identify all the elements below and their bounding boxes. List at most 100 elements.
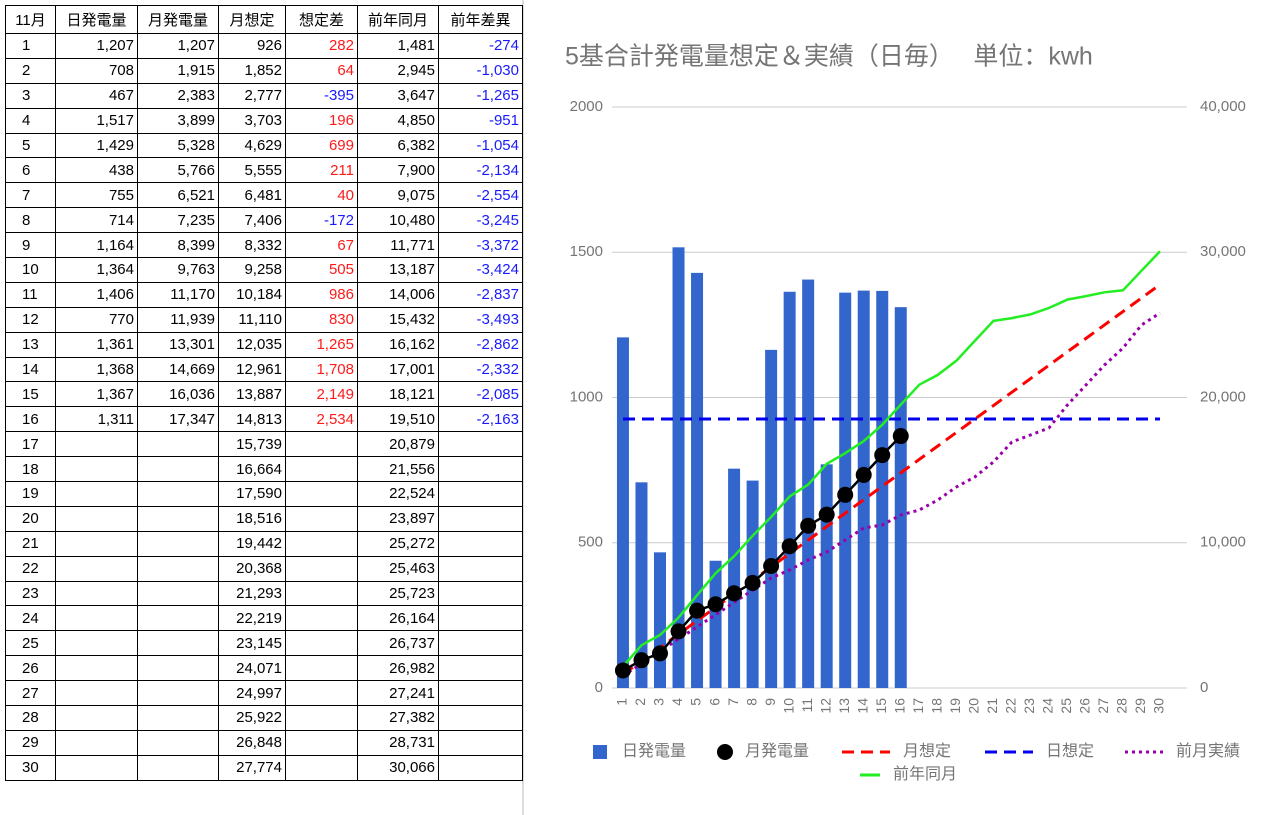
cell: 708 — [55, 57, 138, 84]
x-tick-label: 21 — [984, 698, 1000, 714]
cell: -395 — [285, 82, 358, 109]
cell: 26 — [5, 655, 56, 682]
line — [622, 435, 902, 672]
cell — [55, 431, 138, 458]
cell: 12 — [5, 306, 56, 333]
x-tick-label: 28 — [1114, 698, 1130, 714]
cell: -2,134 — [438, 157, 523, 184]
bar — [765, 349, 778, 688]
cell — [285, 754, 358, 781]
cell: 22,219 — [218, 605, 286, 632]
point — [614, 662, 631, 679]
cell — [137, 605, 219, 632]
legend-label: 月発電量 — [745, 742, 809, 760]
cell: 11,170 — [137, 281, 219, 308]
cell: 4 — [5, 107, 56, 134]
point — [633, 652, 650, 669]
cell: 8,399 — [137, 232, 219, 259]
y2-tick-label: 10,000 — [1200, 534, 1246, 551]
cell: 7,406 — [218, 207, 286, 234]
cell: 17,001 — [357, 356, 439, 383]
cell: 1,364 — [55, 257, 138, 283]
cell — [55, 555, 138, 582]
cell — [137, 505, 219, 532]
cell — [438, 431, 523, 458]
cell: 467 — [55, 82, 138, 109]
cell — [55, 630, 138, 657]
bar — [654, 552, 666, 688]
cell: 21,556 — [357, 456, 439, 483]
legend-label: 前月実績 — [1176, 742, 1240, 760]
cell: 12,961 — [218, 356, 286, 383]
cell: 19,510 — [357, 406, 439, 433]
cell — [137, 481, 219, 507]
cell: -172 — [285, 207, 358, 234]
cell: -274 — [438, 33, 523, 59]
cell: 20,368 — [218, 555, 286, 582]
cell: 16,162 — [357, 331, 439, 358]
table-row: 22 20,368 25,463 — [5, 555, 523, 582]
cell: 25,463 — [357, 555, 439, 582]
x-tick-label: 19 — [947, 698, 963, 714]
cell: 20,879 — [357, 431, 439, 458]
point — [781, 538, 798, 555]
table-row: 4 1,517 3,899 3,703 196 4,850 -951 — [5, 107, 523, 134]
cell: 11,110 — [218, 306, 286, 333]
cell: 2,149 — [285, 381, 358, 408]
cell: 14,006 — [357, 281, 439, 308]
cell: 505 — [285, 257, 358, 283]
cell — [438, 530, 523, 557]
cell — [285, 530, 358, 557]
cell: 40 — [285, 182, 358, 209]
cell: 3,899 — [137, 107, 219, 134]
x-tick-label: 15 — [873, 698, 889, 714]
cell: 1,429 — [55, 132, 138, 159]
table-row: 25 23,145 26,737 — [5, 630, 523, 657]
cell: 6,521 — [137, 182, 219, 209]
x-tick-label: 11 — [799, 698, 815, 713]
cell: 1,207 — [55, 33, 138, 59]
cell: 27,241 — [357, 680, 439, 707]
table-row: 28 25,922 27,382 — [5, 705, 523, 731]
cell: 7,235 — [137, 207, 219, 234]
line — [622, 283, 1161, 676]
x-tick-label: 16 — [891, 698, 907, 714]
point — [707, 596, 724, 613]
y2-tick-label: 30,000 — [1200, 243, 1246, 260]
table-row: 18 16,664 21,556 — [5, 456, 523, 483]
cell — [55, 754, 138, 781]
cell: 1 — [5, 33, 56, 59]
cell — [438, 481, 523, 507]
x-tick-label: 9 — [762, 698, 778, 706]
x-tick-label: 30 — [1151, 698, 1167, 714]
cell: 13,887 — [218, 381, 286, 408]
table-row: 23 21,293 25,723 — [5, 580, 523, 607]
x-tick-label: 20 — [966, 698, 982, 714]
table-row: 7 755 6,521 6,481 40 9,075 -2,554 — [5, 182, 523, 209]
bar — [709, 560, 722, 688]
bar — [783, 291, 796, 688]
cell: 2 — [5, 57, 56, 84]
cell: 1,406 — [55, 281, 138, 308]
cell: 3,647 — [357, 82, 439, 109]
cell — [285, 705, 358, 731]
cell: 16,036 — [137, 381, 219, 408]
x-tick-label: 18 — [929, 698, 945, 714]
x-tick-label: 17 — [910, 698, 926, 714]
cell — [55, 580, 138, 607]
cell: 11,771 — [357, 232, 439, 259]
table-row: 2 708 1,915 1,852 64 2,945 -1,030 — [5, 57, 523, 84]
cell: 926 — [218, 33, 286, 59]
cell: 26,737 — [357, 630, 439, 657]
cell: 1,481 — [357, 33, 439, 59]
cell: 前年差異 — [438, 5, 523, 34]
cell: 3 — [5, 82, 56, 109]
cell: 1,311 — [55, 406, 138, 433]
cell: 前年同月 — [357, 5, 439, 34]
cell: 2,777 — [218, 82, 286, 109]
x-tick-label: 3 — [651, 698, 667, 706]
cell — [438, 605, 523, 632]
cell: 17,347 — [137, 406, 219, 433]
table-row: 26 24,071 26,982 — [5, 655, 523, 682]
